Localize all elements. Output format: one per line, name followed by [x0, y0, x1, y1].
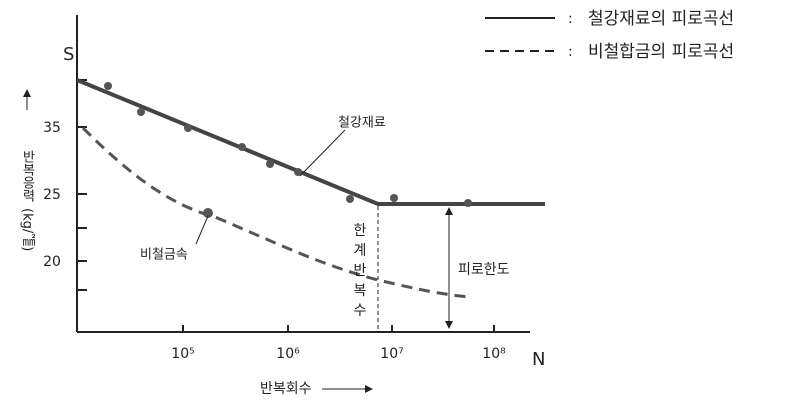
fatigue-limit-label: 피로한도: [458, 262, 510, 278]
limit-char: 반: [354, 263, 367, 279]
data-points: [104, 82, 472, 218]
legend-prefix: :: [568, 44, 573, 60]
y-ticks: [77, 79, 87, 291]
y-tick-label: 25: [43, 187, 61, 203]
legend-label: 철강재료의 피로곡선: [588, 9, 734, 29]
x-tick-label: 10⁷: [380, 346, 403, 362]
x-tick-label: 10⁶: [276, 346, 300, 362]
limit-char: 수: [354, 303, 367, 319]
steel-curve: [76, 78, 545, 206]
nonferrous-label: 비철금속: [140, 248, 188, 263]
legend-prefix: :: [568, 11, 573, 27]
y-tick-label: 35: [43, 120, 61, 136]
y-unit: (kg/㎟): [20, 208, 36, 251]
y-label: 반복응력: [20, 150, 35, 202]
limit-char: 계: [354, 243, 367, 259]
x-ticks: [182, 325, 495, 332]
x-tick-label: 10⁵: [171, 346, 194, 362]
x-label: 반복회수: [260, 381, 312, 397]
nonferrous-curve: [81, 126, 471, 299]
limit-char: 복: [354, 283, 367, 299]
steel-label: 철강재료: [338, 116, 386, 131]
limit-char: 한: [354, 223, 367, 239]
x-tick-label: 10⁸: [482, 346, 506, 362]
leader: [195, 215, 209, 245]
y-symbol: S: [63, 44, 74, 65]
legend-label: 비철합금의 피로곡선: [588, 42, 734, 62]
x-symbol: N: [532, 349, 545, 370]
leader: [299, 129, 346, 177]
y-tick-label: 20: [43, 254, 61, 270]
